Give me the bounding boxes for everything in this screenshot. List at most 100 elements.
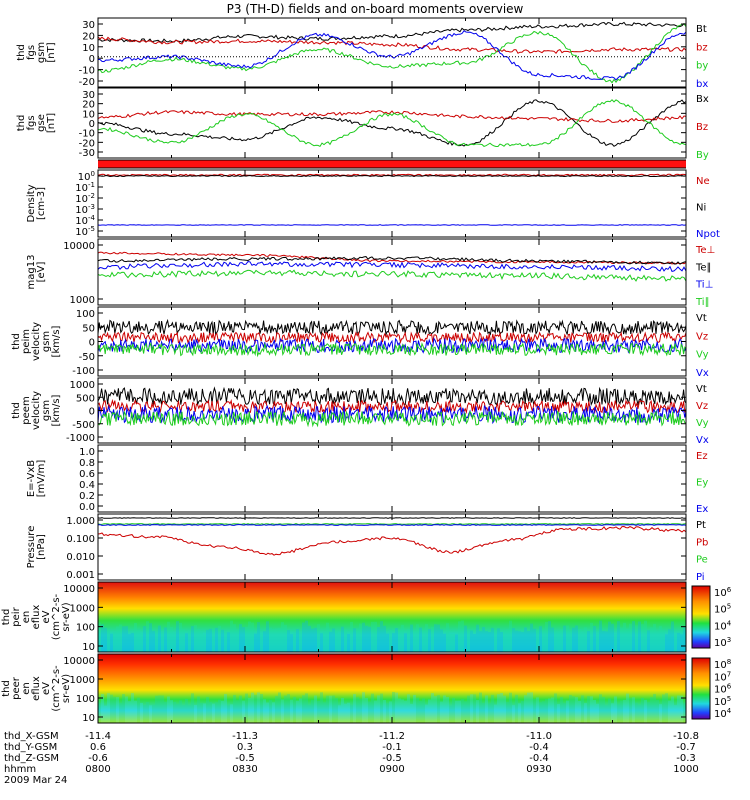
heatmap-streak [374,621,377,652]
heatmap-streak [350,705,353,723]
heatmap-streak [284,624,287,652]
colorbar-tick-label: 105 [714,695,731,708]
heatmap-streak [323,631,326,652]
heatmap-streak [392,691,395,723]
heatmap-streak [518,631,521,652]
panel-6-legend: Vz [696,401,708,412]
heatmap-streak [578,628,581,652]
panel-5-ylabel-line: thd [11,333,22,350]
heatmap-streak [101,693,104,723]
panel-1-legend: by [696,61,708,72]
heatmap-streak [317,701,320,723]
heatmap-streak [377,695,380,723]
panel-10-ylabel: thd peer en eflux eV (cm^2-s-sr-eV) [1,665,72,712]
footer-value: -11.3 [232,731,258,742]
heatmap-streak [515,694,518,723]
heatmap-streak [455,700,458,723]
heatmap-streak [629,623,632,652]
heatmap-streak [524,627,527,652]
panel-1-series-Bt [97,21,687,43]
heatmap-streak [146,702,149,723]
heatmap-streak [338,705,341,723]
vel-vx [97,337,687,354]
panel-4-ytick-label: 10000 [63,241,95,252]
heatmap-streak [128,634,131,652]
heatmap-streak [584,703,587,723]
heatmap-streak [518,703,521,723]
heatmap-streak [593,625,596,652]
heatmap-streak [548,698,551,723]
heatmap-streak [122,626,125,652]
heatmap-streak [299,632,302,652]
panel-2-legend: Bz [696,122,708,133]
heatmap-streak [599,620,602,652]
heatmap-streak [329,695,332,723]
heatmap-streak [293,696,296,723]
panel-3-legend: Npot [696,229,720,240]
heatmap-streak [464,701,467,723]
footer-value: -0.6 [88,753,108,764]
pressure-pe [97,523,687,525]
heatmap-streak [668,629,671,652]
heatmap-streak [320,692,323,723]
heatmap-streak [386,633,389,652]
heatmap-streak [143,626,146,652]
heatmap-streak [227,632,230,652]
panel-10-ytick-label: 10 [82,713,95,724]
heatmap-streak [191,626,194,652]
heatmap-streak [680,634,683,652]
heatmap-streak [596,703,599,723]
heatmap-streak [164,627,167,652]
heatmap-streak [338,633,341,652]
footer-value: -0.1 [382,742,402,753]
colorbar-tick-label: 107 [714,670,731,683]
heatmap-streak [155,695,158,723]
heatmap-streak [500,692,503,723]
pressure-pb [97,525,687,556]
heatmap-streak [320,633,323,652]
footer-value: 0.6 [90,742,106,753]
panel-1-ytick-label: 10 [82,43,95,54]
panel-10-ytick-label: 10000 [63,656,95,667]
heatmap-streak [176,703,179,723]
heatmap-streak [677,632,680,652]
panel-7-ylabel-line: [mV/m] [36,460,47,498]
heatmap-streak [425,704,428,723]
heatmap-streak [314,627,317,652]
panel-5-ylabel: thd peim velocity gsm [km/s] [11,322,62,361]
panel-1-legend: bx [696,79,708,90]
heatmap-streak [683,703,686,723]
heatmap-streak [215,702,218,723]
footer-value: 0800 [85,764,110,775]
panel-3-ylabel-line: [cm-3] [36,187,47,220]
heatmap-streak [626,628,629,652]
heatmap-streak [674,634,677,652]
heatmap-streak [167,621,170,652]
heatmap-streak [341,626,344,652]
panel-7-ylabel: E=-VxB [mV/m] [26,460,47,498]
heatmap-streak [407,629,410,652]
panel-5-legend: Vt [696,313,707,324]
heatmap-streak [479,631,482,652]
heatmap-streak [437,624,440,652]
heatmap-streak [635,702,638,723]
panel-8-ylabel-line: [nPa] [36,534,47,560]
heatmap-streak [395,627,398,652]
panel-1-ytick-label: 20 [82,31,95,42]
panel-8-legend: Pb [696,537,708,548]
heatmap-streak [614,696,617,723]
heatmap-streak [557,704,560,723]
heatmap-streak [251,692,254,723]
heatmap-streak [605,705,608,723]
heatmap-streak [635,625,638,652]
heatmap-streak [152,630,155,652]
heatmap-streak [536,697,539,723]
heatmap-streak [665,693,668,723]
heatmap-streak [281,699,284,723]
heatmap-streak [221,700,224,723]
panel-6-ylabel-line: velocity [31,391,42,430]
panel-7-ytick-label: 0.8 [79,458,95,469]
heatmap-streak [371,621,374,652]
panel-2-legend: Bx [696,94,709,105]
